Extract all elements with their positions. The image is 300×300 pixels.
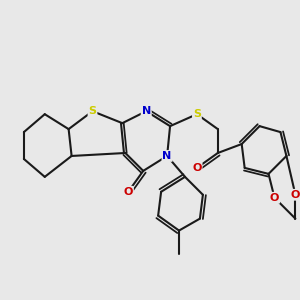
- Text: N: N: [142, 106, 151, 116]
- Text: N: N: [163, 151, 172, 161]
- Text: O: O: [270, 193, 279, 203]
- Text: S: S: [88, 106, 97, 116]
- Text: O: O: [192, 163, 202, 173]
- Text: O: O: [124, 187, 133, 197]
- Text: O: O: [291, 190, 300, 200]
- Text: S: S: [193, 109, 201, 119]
